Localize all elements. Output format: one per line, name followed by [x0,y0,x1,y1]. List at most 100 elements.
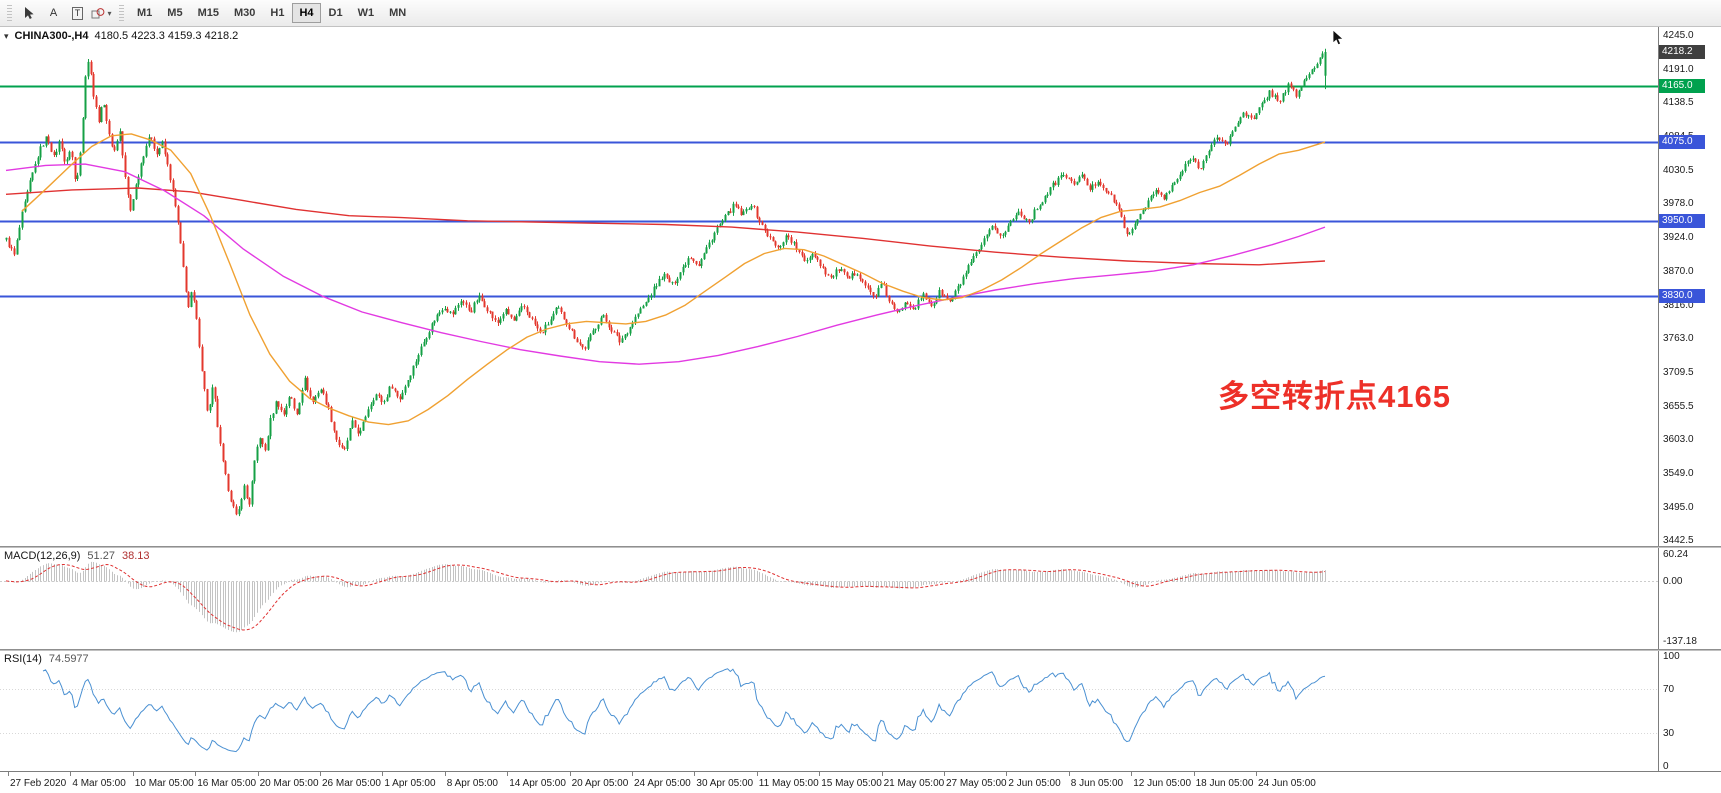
timeframe-m30-button[interactable]: M30 [227,3,262,23]
rsi-line [42,668,1326,753]
macd-tick-label: 60.24 [1663,549,1689,561]
cursor-icon [25,7,34,19]
time-axis-tick [694,772,696,776]
price-tick-label: 4138.5 [1663,97,1694,109]
macd-title: MACD(12,26,9) [4,550,81,562]
price-tick-label: 3442.5 [1663,535,1694,546]
time-axis-tick [444,772,446,776]
time-axis-tick [195,772,197,776]
price-tick-label: 3870.0 [1663,266,1694,278]
time-axis-tick [569,772,571,776]
time-axis-tick [507,772,509,776]
time-axis-label: 20 Apr 05:00 [571,778,629,789]
price-level-badge: 3950.0 [1659,213,1705,228]
chart-ohlc-values: 4180.5 4223.3 4159.3 4218.2 [94,30,239,42]
last-price-badge: 4218.2 [1659,45,1705,60]
price-tick-label: 3495.0 [1663,501,1694,513]
rsi-value: 74.5977 [48,653,89,665]
time-axis-label: 21 May 05:00 [883,778,945,789]
time-axis-tick [1256,772,1257,776]
price-tick-label: 3603.0 [1663,434,1694,446]
text-label-tool-button[interactable]: A [42,3,65,24]
ma-slow-red-line[interactable] [5,187,1326,266]
text-tool-button[interactable]: T [66,3,89,24]
chart-symbol-period: CHINA300-,H4 [14,30,89,42]
time-axis-tick [881,772,883,776]
mouse-cursor-icon [1332,29,1344,46]
time-axis-tick [132,772,134,776]
cursor-tool-button[interactable] [18,3,41,24]
time-axis-label: 14 Apr 05:00 [509,778,566,789]
macd-value-signal: 38.13 [121,550,150,562]
time-axis-label: 4 Mar 05:00 [72,778,126,789]
price-tick-label: 4245.0 [1663,30,1694,42]
main-chart-canvas [0,48,1658,517]
rsi-header: RSI(14) 74.5977 [4,653,89,665]
macd-value-main: 51.27 [87,550,115,562]
timeframe-m5-button[interactable]: M5 [160,3,189,23]
chevron-down-icon: ▾ [107,8,112,18]
time-axis-label: 2 Jun 05:00 [1008,778,1061,789]
time-axis-label: 24 Jun 05:00 [1258,778,1316,789]
time-axis[interactable]: 27 Feb 2020 4 Mar 05:00 10 Mar 05:00 16 Mar… [0,771,1721,793]
timeframe-h1-button[interactable]: H1 [263,3,291,23]
panel-splitter-1[interactable] [0,546,1721,548]
time-axis-label: 20 Mar 05:00 [259,778,319,789]
macd-scale[interactable]: 60.24 0.00 -137.18 [1658,548,1721,649]
timeframe-m1-button[interactable]: M1 [130,3,159,23]
timeframe-m15-button[interactable]: M15 [191,3,226,23]
time-axis-label: 10 Mar 05:00 [134,778,194,789]
macd-plot[interactable]: MACD(12,26,9) 51.27 38.13 [0,548,1658,649]
macd-signal-line [5,563,1326,631]
text-label-icon: A [49,7,58,19]
time-axis-label: 12 Jun 05:00 [1133,778,1192,789]
shapes-tool-button[interactable]: ▾ [90,3,113,24]
main-price-scale[interactable]: 4245.04191.04138.54084.54030.53978.03924… [1658,27,1721,546]
time-axis-label: 16 Mar 05:00 [197,778,257,789]
timeframe-w1-button[interactable]: W1 [351,3,382,23]
rsi-canvas [0,668,1658,753]
ma-medium-magenta-line[interactable] [5,163,1326,365]
rsi-plot[interactable]: RSI(14) 74.5977 [0,651,1658,771]
main-chart-plot[interactable]: ▾ CHINA300-,H4 4180.5 4223.3 4159.3 4218… [0,27,1658,546]
time-axis-tick [70,772,72,776]
timeframe-h4-button[interactable]: H4 [292,3,321,23]
panel-splitter-2[interactable] [0,649,1721,651]
time-axis-label: 8 Apr 05:00 [446,778,498,789]
time-axis-tick [257,772,259,776]
time-axis-label: 1 Apr 05:00 [384,778,436,789]
time-axis-label: 24 Apr 05:00 [634,778,691,789]
macd-histogram [6,561,1326,633]
time-axis-tick [320,772,321,776]
candlesticks [5,48,1327,517]
time-axis-label: 18 Jun 05:00 [1195,778,1254,789]
time-axis-tick [1068,772,1070,776]
horizontal-level-lines [0,85,1658,298]
time-axis-tick [1006,772,1008,776]
timeframe-mn-button[interactable]: MN [382,3,413,23]
rsi-scale[interactable]: 100 70 30 0 [1658,651,1721,771]
macd-panel: MACD(12,26,9) 51.27 38.13 60.24 0.00 -137.… [0,548,1721,649]
timeframe-d1-button[interactable]: D1 [322,3,350,23]
price-tick-label: 3816.0 [1663,300,1694,312]
time-axis-tick [1193,772,1195,776]
main-chart-panel: ▾ CHINA300-,H4 4180.5 4223.3 4159.3 4218… [0,27,1721,546]
price-tick-label: 4030.5 [1663,165,1694,177]
toolbar-grip-2[interactable] [119,5,124,21]
time-axis-label: 30 Apr 05:00 [696,778,754,789]
time-axis-tick [382,772,384,776]
rsi-tick-label: 70 [1663,684,1675,696]
time-axis-label: 15 May 05:00 [821,778,882,789]
price-tick-label: 3763.0 [1663,333,1694,345]
chart-menu-icon[interactable]: ▾ [4,30,9,41]
macd-tick-label: 0.00 [1663,575,1683,587]
price-level-badge: 3830.0 [1659,289,1705,304]
toolbar-grip[interactable] [7,5,12,21]
rsi-tick-label: 100 [1663,651,1680,663]
price-tick-label: 3655.5 [1663,401,1694,413]
price-level-badge: 4075.0 [1659,135,1705,150]
rsi-title: RSI(14) [4,653,42,665]
ma-fast-orange-line[interactable] [21,133,1326,426]
rsi-tick-label: 30 [1663,727,1675,739]
price-tick-label: 3978.0 [1663,198,1694,210]
